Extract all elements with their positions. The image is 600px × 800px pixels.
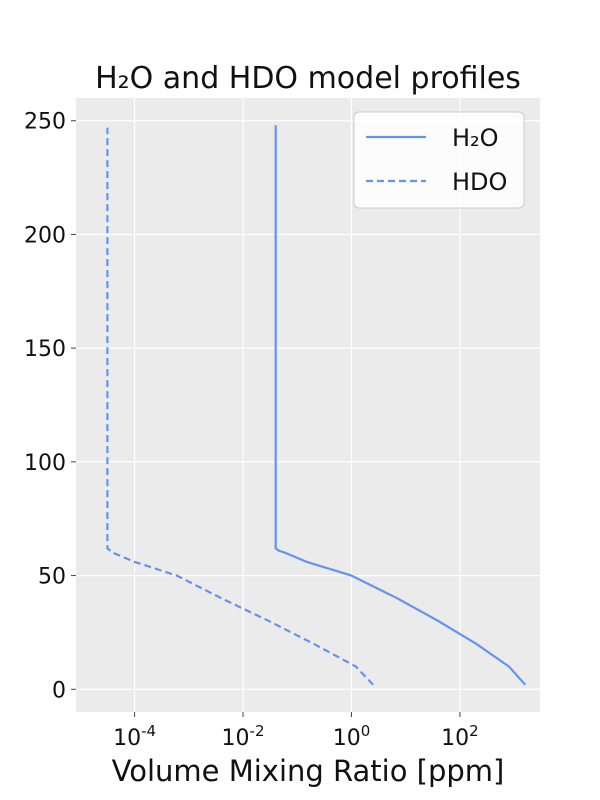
legend-label-hdo: HDO <box>452 168 507 196</box>
x-tick-label: 102 <box>441 722 479 751</box>
series-line-h2o <box>274 125 527 686</box>
y-tick-label: 0 <box>52 678 66 703</box>
x-tick-exponent: -2 <box>250 722 265 740</box>
y-tick-label: 150 <box>24 337 66 362</box>
y-tick-label: 200 <box>24 223 66 248</box>
x-tick-label: 10-4 <box>113 722 156 751</box>
y-tick-label: 100 <box>24 451 66 476</box>
x-axis: 10-4 10-2 100 102 <box>113 712 479 751</box>
y-axis: 0 50 100 150 200 250 <box>24 110 76 703</box>
y-tick-label: 50 <box>38 565 66 590</box>
x-tick-exponent: 0 <box>361 722 371 740</box>
chart-title: H₂O and HDO model profiles <box>95 61 521 96</box>
series-line-hdo <box>106 127 374 686</box>
y-tick-label: 250 <box>24 110 66 135</box>
x-tick-exponent: -4 <box>141 722 156 740</box>
x-axis-label: Volume Mixing Ratio [ppm] <box>112 754 505 788</box>
legend-label-h2o: H₂O <box>452 124 499 152</box>
x-tick-label: 10-2 <box>222 722 265 751</box>
x-tick-exponent: 2 <box>469 722 479 740</box>
x-tick-base: 10 <box>222 726 250 751</box>
x-tick-base: 10 <box>113 726 141 751</box>
x-tick-label: 100 <box>333 722 371 751</box>
series-layer <box>106 125 527 686</box>
legend: H₂O HDO <box>353 111 525 209</box>
grid <box>76 98 540 712</box>
x-tick-base: 10 <box>333 726 361 751</box>
x-tick-base: 10 <box>441 726 469 751</box>
